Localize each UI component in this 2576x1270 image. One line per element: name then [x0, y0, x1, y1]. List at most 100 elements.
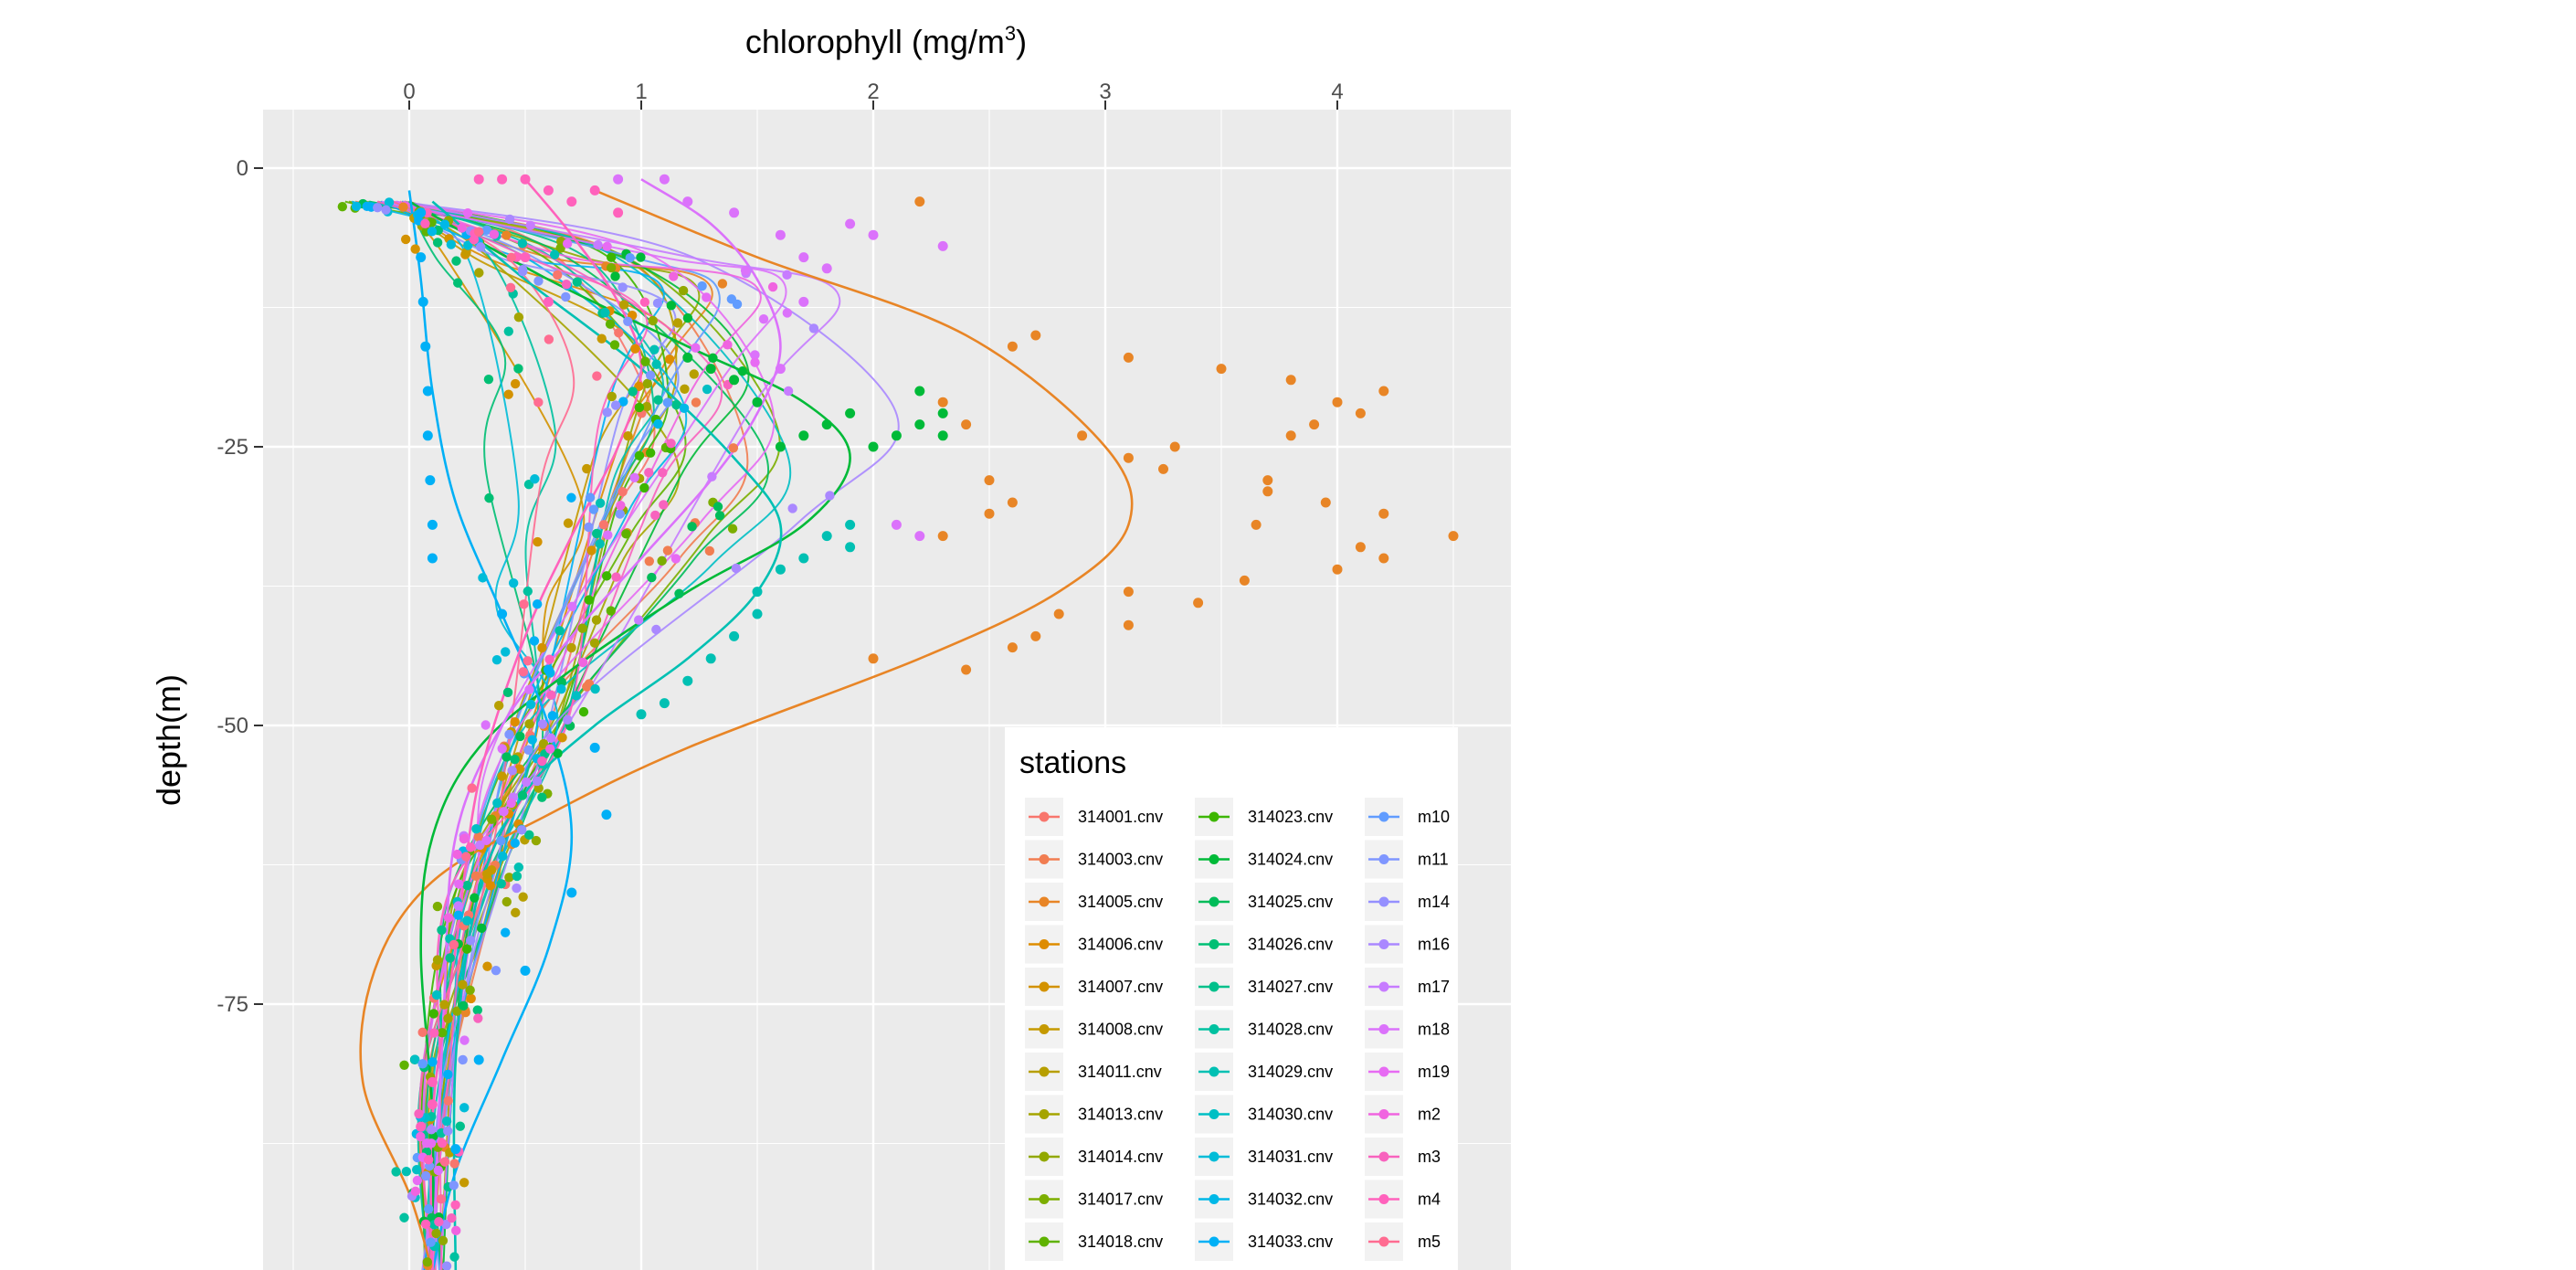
- data-point-m11: [458, 1054, 468, 1065]
- data-point-314001.cnv: [618, 487, 628, 497]
- data-point-m18: [740, 265, 751, 276]
- data-point-314013.cnv: [474, 268, 484, 278]
- data-point-314023.cnv: [645, 448, 656, 458]
- data-point-314003.cnv: [473, 831, 484, 842]
- series-point-314005.cnv: [937, 397, 948, 407]
- series-point-314005.cnv: [1123, 619, 1134, 630]
- legend-key-point: [1209, 1194, 1219, 1204]
- series-point-314033.cnv: [427, 553, 438, 564]
- data-point-314024.cnv: [682, 312, 693, 323]
- series-point-314024.cnv: [914, 419, 925, 430]
- data-point-m16: [504, 214, 515, 225]
- series-point-314029.cnv: [775, 564, 786, 575]
- data-point-314013.cnv: [533, 783, 544, 793]
- series-point-314029.cnv: [845, 542, 856, 553]
- data-point-314025.cnv: [674, 588, 684, 598]
- series-point-314005.cnv: [1378, 508, 1389, 519]
- data-point-m17: [525, 220, 535, 230]
- legend-key-point: [1209, 811, 1219, 822]
- data-point-m2: [723, 340, 733, 350]
- series-point-314005.cnv: [1332, 564, 1343, 575]
- data-point-314024.cnv: [470, 893, 480, 903]
- series-point-m18: [914, 531, 925, 542]
- data-point-314026.cnv: [472, 1005, 482, 1015]
- data-point-m4: [450, 1200, 460, 1210]
- data-point-314030.cnv: [411, 1165, 422, 1175]
- data-point-314024.cnv: [666, 301, 677, 311]
- data-point-314033.cnv: [618, 397, 628, 407]
- data-point-m14: [610, 400, 621, 410]
- data-point-m2: [443, 913, 454, 923]
- data-point-314033.cnv: [532, 598, 543, 609]
- data-point-m16: [731, 563, 742, 574]
- data-point-314031.cnv: [498, 851, 508, 862]
- data-point-314026.cnv: [432, 238, 443, 248]
- series-point-314024.cnv: [752, 397, 763, 407]
- data-point-m3: [650, 510, 660, 521]
- data-point-314027.cnv: [437, 925, 447, 936]
- data-point-m2: [451, 1225, 461, 1236]
- series-point-m18: [798, 296, 809, 307]
- data-point-314008.cnv: [497, 771, 507, 781]
- series-point-m4: [613, 207, 624, 218]
- legend-key-point: [1209, 1151, 1219, 1162]
- legend-label: m17: [1418, 978, 1450, 996]
- data-point-314026.cnv: [502, 687, 513, 698]
- data-point-m16: [808, 323, 819, 333]
- data-point-m5: [467, 783, 477, 793]
- series-point-314005.cnv: [937, 531, 948, 542]
- data-point-314011.cnv: [680, 384, 690, 394]
- series-point-314005.cnv: [1007, 497, 1018, 508]
- series-point-314005.cnv: [1030, 630, 1041, 641]
- data-point-314031.cnv: [501, 647, 511, 657]
- data-point-314018.cnv: [437, 1028, 448, 1038]
- data-point-314029.cnv: [649, 344, 660, 355]
- data-point-m4: [429, 1028, 439, 1038]
- x-axis-title-superscript: 3: [1005, 22, 1016, 45]
- series-point-314029.cnv: [682, 675, 693, 686]
- series-point-m18: [845, 218, 856, 229]
- data-point-314025.cnv: [501, 752, 512, 762]
- legend-label: m14: [1418, 893, 1450, 911]
- data-point-m18: [497, 744, 507, 754]
- data-point-314029.cnv: [600, 307, 610, 318]
- data-point-314003.cnv: [728, 443, 739, 453]
- profile-curve-314030.cnv: [362, 200, 792, 1270]
- series-point-314024.cnv: [937, 430, 948, 441]
- data-point-314030.cnv: [492, 798, 502, 809]
- legend-label: 314011.cnv: [1078, 1063, 1162, 1081]
- data-point-314023.cnv: [584, 595, 594, 605]
- data-point-314014.cnv: [678, 285, 689, 296]
- data-point-314001.cnv: [449, 1159, 459, 1169]
- data-point-m5: [473, 227, 484, 237]
- legend-label: m10: [1418, 808, 1450, 826]
- data-point-314027.cnv: [572, 277, 582, 287]
- data-point-314018.cnv: [640, 356, 650, 366]
- data-point-314011.cnv: [566, 642, 576, 653]
- data-point-314017.cnv: [465, 985, 475, 995]
- data-point-m2: [452, 849, 462, 860]
- data-point-m3: [659, 500, 669, 510]
- data-point-314023.cnv: [606, 252, 617, 262]
- data-point-m3: [561, 279, 572, 290]
- series-point-314005.cnv: [1239, 575, 1250, 586]
- data-point-314029.cnv: [401, 1166, 412, 1177]
- data-point-314030.cnv: [431, 990, 442, 1000]
- data-point-m4: [437, 1138, 448, 1148]
- data-point-m11: [420, 1170, 431, 1181]
- series-point-314029.cnv: [752, 587, 763, 598]
- data-point-314007.cnv: [514, 764, 525, 774]
- data-point-314013.cnv: [591, 615, 602, 625]
- data-point-314033.cnv: [362, 201, 372, 211]
- data-point-314024.cnv: [737, 366, 748, 376]
- legend-label: m16: [1418, 936, 1450, 954]
- data-point-314030.cnv: [441, 1117, 452, 1127]
- data-point-m4: [639, 297, 650, 307]
- data-point-m16: [532, 776, 543, 787]
- series-point-314024.cnv: [868, 441, 879, 452]
- data-point-m11: [449, 1180, 459, 1191]
- data-point-m5: [436, 1194, 447, 1204]
- series-point-314005.cnv: [1123, 452, 1134, 463]
- data-point-m2: [459, 833, 470, 844]
- data-point-m2: [489, 229, 500, 239]
